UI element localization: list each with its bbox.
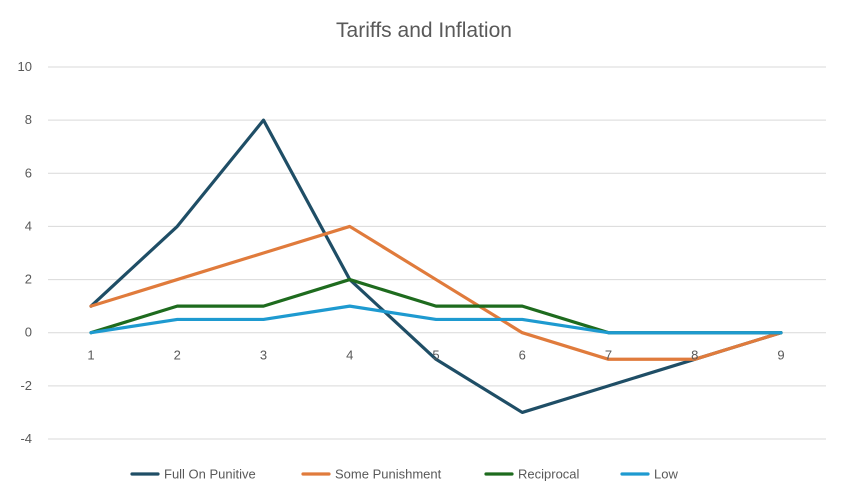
y-tick-label: 6 xyxy=(25,165,32,180)
legend: Full On Punitive Some Punishment Reciproca… xyxy=(130,467,678,482)
y-tick-label: 0 xyxy=(25,325,32,340)
legend-label: Full On Punitive xyxy=(164,467,256,482)
x-tick-label: 4 xyxy=(346,348,353,363)
y-tick-label: 10 xyxy=(18,59,32,74)
x-axis-tick-labels: 1 2 3 4 5 6 7 8 9 xyxy=(87,348,784,363)
y-tick-label: -2 xyxy=(20,378,32,393)
y-tick-label: 2 xyxy=(25,272,32,287)
chart-title: Tariffs and Inflation xyxy=(336,19,512,42)
x-tick-label: 3 xyxy=(260,348,267,363)
legend-label: Low xyxy=(654,467,678,482)
series-line-0 xyxy=(89,118,783,415)
x-tick-label: 2 xyxy=(174,348,181,363)
x-tick-label: 7 xyxy=(605,348,612,363)
x-tick-label: 8 xyxy=(691,348,698,363)
x-tick-label: 9 xyxy=(777,348,784,363)
series-line-3 xyxy=(89,304,783,335)
legend-label: Reciprocal xyxy=(518,467,580,482)
y-tick-label: 8 xyxy=(25,112,32,127)
series-lines xyxy=(89,118,783,415)
y-tick-label: 4 xyxy=(25,218,32,233)
x-tick-label: 5 xyxy=(432,348,439,363)
x-tick-label: 6 xyxy=(519,348,526,363)
legend-label: Some Punishment xyxy=(335,467,442,482)
x-tick-label: 1 xyxy=(87,348,94,363)
y-tick-label: -4 xyxy=(20,431,32,446)
series-line-1 xyxy=(89,224,783,361)
y-axis-tick-labels: 10 8 6 4 2 0 -2 -4 xyxy=(18,59,32,446)
